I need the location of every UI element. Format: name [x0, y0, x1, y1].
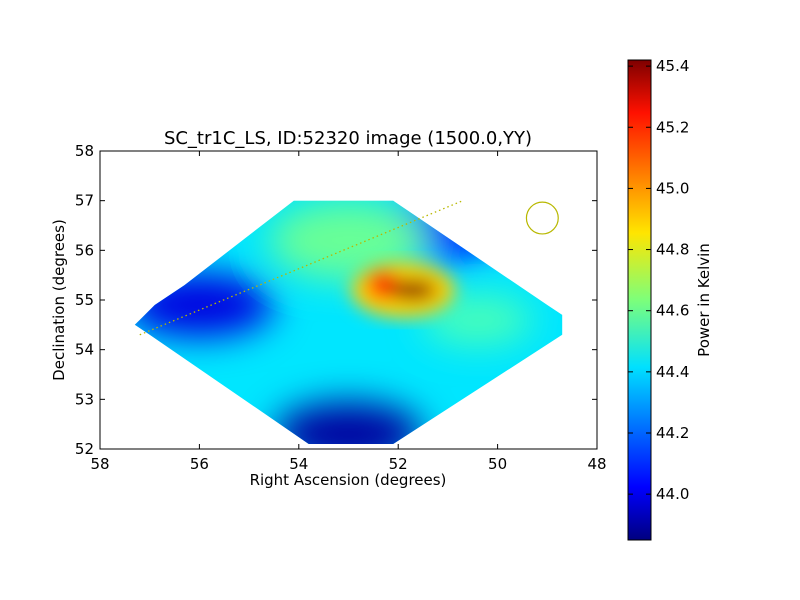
x-axis-label: Right Ascension (degrees) [250, 471, 447, 489]
y-axis: 52 53 54 55 56 57 58 [75, 142, 597, 458]
mid-region [268, 200, 429, 281]
y-tick-label: 57 [75, 192, 94, 210]
y-axis-label: Declination (degrees) [50, 219, 68, 381]
y-tick-label: 52 [75, 440, 94, 458]
colorbar-ticks: 44.0 44.2 44.4 44.6 44.8 45.0 45.2 45.4 [628, 57, 689, 503]
x-tick-label: 48 [587, 455, 606, 473]
colorbar-gradient [627, 59, 652, 541]
chart-title: SC_tr1C_LS, ID:52320 image (1500.0,YY) [164, 128, 532, 149]
mid-region [422, 294, 533, 345]
heatmap-field [134, 200, 563, 444]
x-tick-label: 50 [488, 455, 507, 473]
y-tick-label: 58 [75, 142, 94, 160]
y-tick-label: 53 [75, 390, 94, 408]
x-tick-label: 58 [90, 455, 109, 473]
colorbar: 44.0 44.2 44.4 44.6 44.8 45.0 45.2 45.4 Power i… [627, 57, 713, 541]
cold-region [273, 402, 424, 444]
colorbar-tick-label: 44.4 [656, 363, 689, 381]
colorbar-tick-label: 44.0 [656, 485, 689, 503]
colorbar-tick-label: 45.2 [656, 118, 689, 136]
y-tick-label: 54 [75, 341, 94, 359]
colorbar-tick-label: 44.6 [656, 302, 689, 320]
colorbar-tick-label: 45.4 [656, 57, 689, 75]
x-tick-label: 56 [190, 455, 209, 473]
colorbar-tick-label: 45.0 [656, 179, 689, 197]
x-tick-label: 54 [289, 455, 308, 473]
colorbar-tick-label: 44.2 [656, 424, 689, 442]
x-axis: 58 56 54 52 50 48 [90, 151, 607, 473]
colorbar-tick-label: 44.8 [656, 241, 689, 259]
cold-region [134, 272, 275, 337]
y-tick-label: 55 [75, 291, 94, 309]
y-tick-label: 56 [75, 241, 94, 259]
hotspot [389, 280, 438, 301]
warm-structure [351, 262, 456, 319]
colorbar-label: Power in Kelvin [695, 243, 713, 357]
x-tick-label: 52 [389, 455, 408, 473]
beam-circle [525, 201, 559, 235]
